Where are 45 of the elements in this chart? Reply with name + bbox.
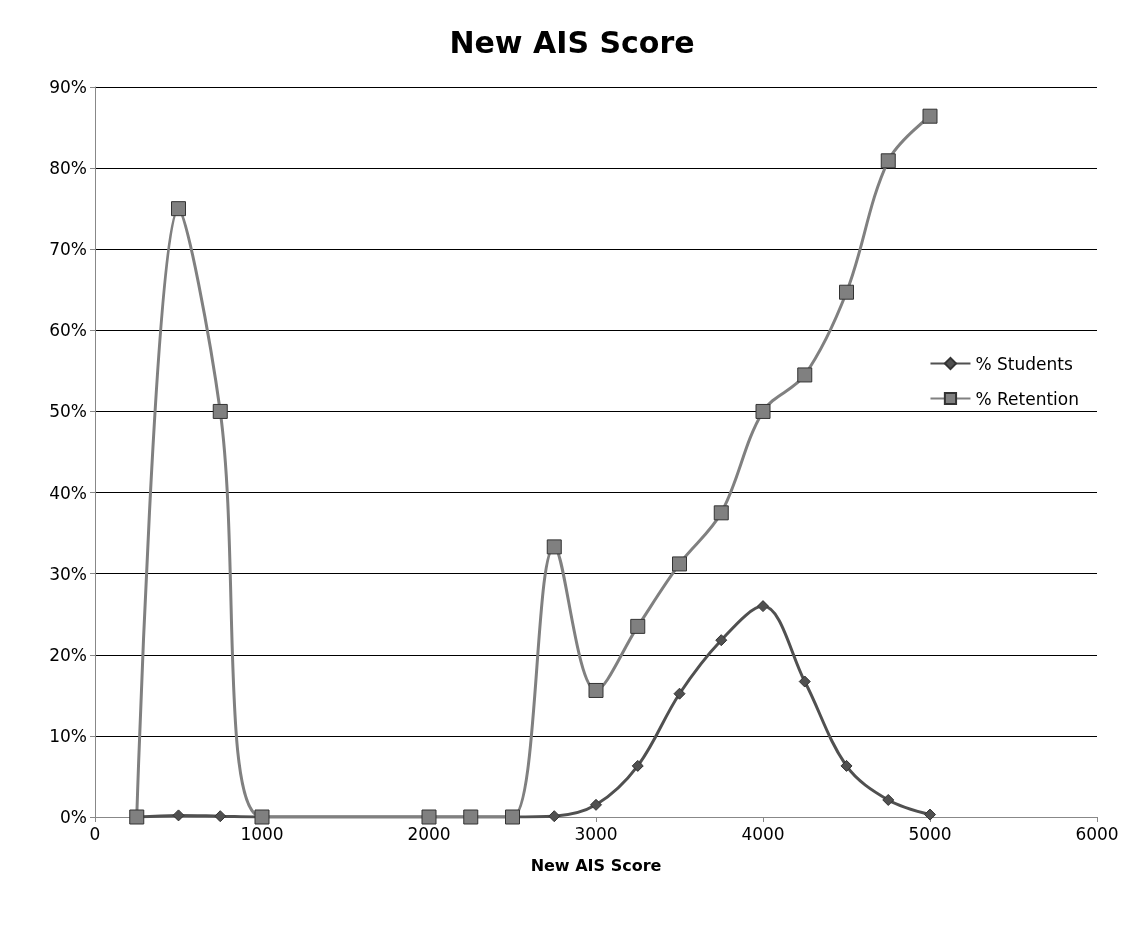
x-axis-title: New AIS Score xyxy=(530,855,662,875)
x-tick-label: 2000 xyxy=(407,823,451,844)
point xyxy=(757,600,769,613)
y-tick-label: 40% xyxy=(49,482,87,503)
point xyxy=(588,682,604,698)
point xyxy=(755,403,771,419)
point xyxy=(590,798,602,811)
y-tick-label: 60% xyxy=(49,320,87,341)
y-tick-label: 50% xyxy=(49,401,87,422)
point xyxy=(630,618,646,634)
point xyxy=(924,808,936,821)
point xyxy=(798,675,811,688)
legend-label: % Students xyxy=(975,353,1073,374)
y-tick-label: 70% xyxy=(49,239,87,260)
point xyxy=(840,759,853,772)
x-tick-label: 3000 xyxy=(574,823,618,844)
x-tick-label: 6000 xyxy=(1075,823,1119,844)
point xyxy=(880,153,896,169)
point xyxy=(922,108,938,124)
point xyxy=(672,556,687,572)
legend-label: % Retention xyxy=(975,388,1079,409)
x-tick-label: 5000 xyxy=(908,823,952,844)
point xyxy=(631,759,644,772)
point xyxy=(214,810,227,823)
y-tick-label: 90% xyxy=(49,77,87,97)
point xyxy=(172,809,185,822)
y-tick-label: 30% xyxy=(49,563,87,584)
y-tick-label: 80% xyxy=(49,158,87,179)
point xyxy=(171,201,186,217)
point xyxy=(673,687,686,700)
point xyxy=(797,367,813,383)
chart-title: New AIS Score xyxy=(449,24,695,60)
x-tick-label: 0 xyxy=(89,823,101,844)
y-tick-label: 10% xyxy=(49,725,87,746)
y-tick-label: 20% xyxy=(49,644,87,665)
x-tick-label: 4000 xyxy=(741,823,785,844)
point xyxy=(212,403,228,419)
point xyxy=(715,634,728,647)
point xyxy=(882,793,895,806)
point xyxy=(548,810,561,823)
point xyxy=(713,505,729,521)
point xyxy=(839,284,854,300)
x-tick-label: 1000 xyxy=(240,823,284,844)
y-tick-label: 0% xyxy=(60,807,87,827)
point xyxy=(546,539,562,555)
